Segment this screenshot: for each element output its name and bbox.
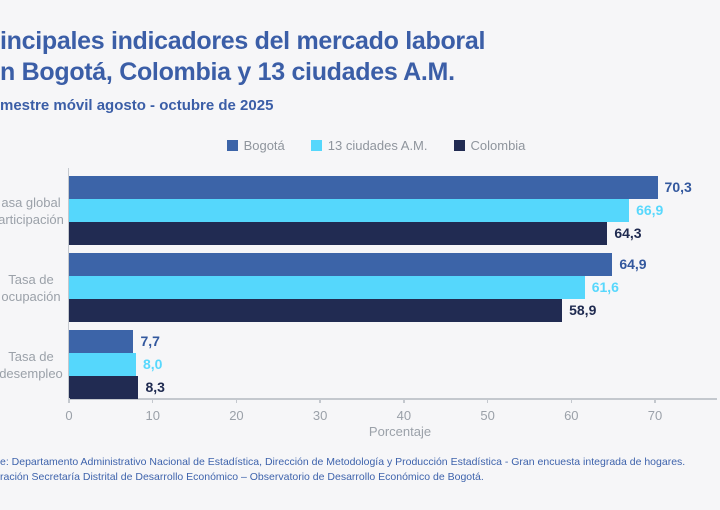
bar-13-ciudades-a-m- (69, 353, 136, 376)
x-tick-label: 50 (480, 408, 495, 423)
legend-item: Bogotá (226, 138, 285, 153)
bar-value-label: 8,3 (145, 379, 165, 395)
bar-13-ciudades-a-m- (69, 199, 630, 222)
bar-value-label: 64,3 (614, 225, 642, 241)
category-label-line: ocupación (1, 288, 61, 304)
category-label-line: articipación (0, 211, 64, 227)
legend-item: 13 ciudades A.M. (310, 138, 428, 153)
bar-colombia (69, 299, 563, 322)
source-note-line2: ración Secretaría Distrital de Desarroll… (0, 471, 484, 483)
bar-bogot- (69, 176, 658, 199)
bar-value-label: 58,9 (569, 302, 597, 318)
bar-bogot- (69, 253, 613, 276)
legend-label: Colombia (470, 138, 526, 153)
bar-13-ciudades-a-m- (69, 276, 585, 299)
x-tick-label: 40 (396, 408, 412, 423)
category-label-line: asa global (1, 194, 61, 210)
category-label: Tasa de ocupación (0, 271, 101, 305)
legend-label: Bogotá (243, 138, 285, 153)
category-label-line: desempleo (0, 365, 63, 381)
x-tick-label: 70 (647, 408, 663, 423)
category-label: Tasa de desempleo (0, 348, 101, 382)
legend-label: 13 ciudades A.M. (327, 138, 428, 153)
chart-header: incipales indicadores del mercado labora… (0, 26, 485, 114)
x-tick-label: 10 (145, 408, 160, 423)
category-label: asa global articipación (0, 194, 101, 228)
x-tick-mark (319, 398, 321, 403)
bar-value-label: 66,9 (636, 202, 664, 218)
bar-value-label: 70,3 (664, 179, 692, 195)
chart-title: incipales indicadores del mercado labora… (0, 26, 485, 88)
legend-item: Colombia (453, 138, 526, 153)
legend-swatch-2 (453, 140, 465, 151)
bar-value-label: 64,9 (619, 256, 647, 272)
x-tick-label: 30 (312, 408, 328, 423)
x-tick-label: 20 (229, 408, 244, 423)
source-note-line1: e: Departamento Administrativo Nacional … (0, 456, 686, 468)
legend-swatch-1 (310, 140, 322, 151)
plot-area: asa global articipación 70,3 66,9 64,3 Tasa d… (0, 168, 717, 423)
bar-value-label: 8,0 (142, 356, 163, 372)
x-tick-mark (151, 398, 154, 403)
category-label-line: Tasa de (8, 271, 54, 287)
chart-subtitle: mestre móvil agosto - octubre de 2025 (0, 97, 274, 114)
chart-title-line1: incipales indicadores del mercado labora… (0, 27, 486, 55)
x-axis-title: Porcentaje (368, 424, 432, 439)
x-tick-label: 0 (65, 408, 73, 423)
x-tick-mark (570, 398, 573, 403)
x-tick-mark (654, 398, 656, 403)
bar-colombia (69, 376, 139, 399)
chart-title-line2: n Bogotá, Colombia y 13 ciudades A.M. (0, 58, 455, 86)
x-tick-mark (235, 398, 238, 403)
bar-value-label: 7,7 (140, 333, 160, 349)
bar-bogot- (69, 330, 134, 353)
category-label-line: Tasa de (8, 348, 54, 364)
source-note: e: Departamento Administrativo Nacional … (0, 455, 685, 485)
x-tick-mark (403, 398, 405, 403)
x-tick-mark (68, 398, 70, 403)
legend: Bogotá 13 ciudades A.M. Colombia (0, 138, 720, 153)
x-tick-mark (486, 398, 489, 403)
bar-value-label: 61,6 (591, 279, 619, 295)
bar-colombia (69, 222, 608, 245)
legend-swatch-0 (226, 140, 238, 151)
x-tick-label: 60 (564, 408, 579, 423)
